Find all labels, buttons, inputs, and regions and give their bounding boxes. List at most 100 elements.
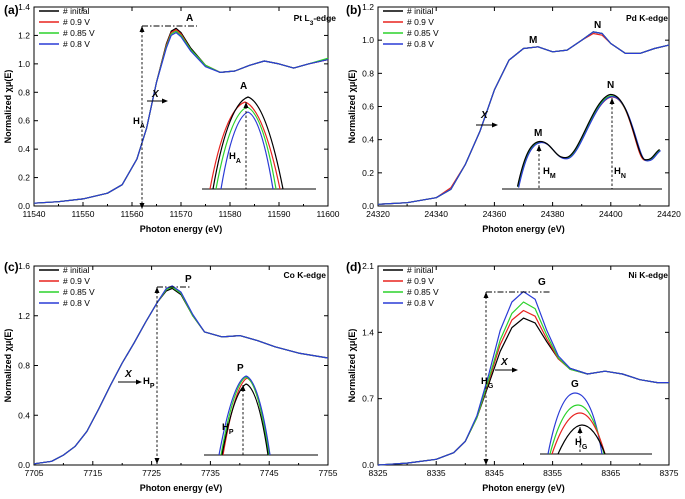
legend-a: # initial# 0.9 V# 0.85 V# 0.8 V: [39, 6, 95, 49]
inset-peak-m-b: M: [534, 128, 542, 139]
y-tick-label-a-1: 0.2: [18, 173, 30, 183]
legend-label-c-0: # initial: [63, 265, 90, 275]
panel-tag-d: (d): [346, 260, 361, 274]
x-tick-label-a-1: 11550: [71, 209, 94, 219]
panel-tag-a: (a): [4, 3, 19, 17]
axes-a: 11540 11550 11560 11570 11580 11590 11600 0.0 0.…: [3, 2, 340, 234]
inset-curve-initial-c: [221, 383, 269, 456]
annotation-height-arrow-up-c: [154, 287, 160, 293]
x-axis-title-c: Photon energy (eV): [140, 483, 223, 493]
legend-label-d-0: # initial: [407, 265, 434, 275]
axes-c: 7705 7715 7725 7735 7745 7755 0.0 0.4 0.8 1.2 1.6 P…: [3, 261, 338, 493]
x-tick-label-a-3: 11570: [169, 209, 192, 219]
series-line-c-1: [33, 286, 329, 465]
y-axis-title-d: Normalized χμ(E): [347, 329, 357, 403]
x-tick-label-a-0: 11540: [22, 209, 45, 219]
annotation-x-arrowhead-c: [136, 379, 142, 385]
x-tick-label-a-6: 11600: [316, 209, 339, 219]
series-line-c-2: [33, 286, 329, 465]
x-tick-label-a-2: 11560: [120, 209, 143, 219]
annotation-height-arrow-up-a: [139, 26, 145, 32]
annotation-x-c: X: [124, 369, 133, 380]
annotation-height-d-sub: G: [488, 383, 494, 390]
inset-height-n-arrow-b: [609, 98, 615, 104]
x-tick-label-b-4: 24400: [599, 209, 623, 219]
annotation-x-a: X: [151, 89, 160, 100]
legend-label-b-0: # initial: [407, 6, 434, 16]
annotation-height-arrow-down-c: [154, 458, 160, 464]
inset-curve-0.85V-c: [220, 376, 270, 456]
annotation-peak-m-b: M: [529, 35, 537, 46]
inset-height-a-main: H: [229, 151, 236, 162]
x-tick-label-c-2: 7725: [142, 468, 161, 478]
inset-height-m-b-sub: M: [550, 173, 556, 180]
x-tick-label-b-2: 24360: [483, 209, 507, 219]
series-group-d: [377, 291, 669, 466]
inset-curve-0.9V-d: [551, 412, 606, 455]
series-line-d-3: [377, 291, 669, 466]
legend-label-a-2: # 0.85 V: [63, 28, 95, 38]
x-tick-label-a-4: 11580: [218, 209, 241, 219]
legend-label-b-1: # 0.9 V: [407, 17, 434, 27]
panel-d: (d) 8325 8335 8345 8355 8365 8375 0.0 0.7 1.4 2.1…: [346, 260, 679, 493]
inset-height-n-b-main: H: [614, 166, 621, 177]
inset-height-m-b-main: H: [543, 166, 550, 177]
y-tick-label-d-2: 1.4: [362, 327, 374, 337]
edge-label-d: Ni K-edge: [628, 270, 668, 280]
x-tick-label-d-5: 8375: [660, 468, 679, 478]
y-tick-label-a-2: 0.4: [18, 144, 30, 154]
legend-label-a-0: # initial: [63, 6, 90, 16]
legend-label-d-2: # 0.85 V: [407, 287, 439, 297]
annotation-height-arrow-up-d: [483, 292, 489, 298]
y-tick-label-a-5: 1.0: [18, 59, 30, 69]
inset-height-a-sub: A: [236, 158, 241, 165]
y-tick-label-b-3: 0.6: [362, 102, 374, 112]
series-line-a-3: [33, 32, 329, 204]
inset-height-c-main: H: [222, 422, 229, 433]
series-line-a-1: [33, 29, 329, 204]
axes-d: 8325 8335 8345 8355 8365 8375 0.0 0.7 1.4 2.1 Phot…: [347, 261, 679, 493]
legend-label-a-1: # 0.9 V: [63, 17, 90, 27]
y-tick-label-b-5: 1.0: [362, 35, 374, 45]
inset-curve-0.8V-a: [220, 111, 274, 190]
y-tick-label-a-4: 0.8: [18, 87, 30, 97]
series-group-c: [33, 285, 329, 465]
y-tick-label-b-1: 0.2: [362, 168, 374, 178]
inset-height-c: HP: [222, 422, 234, 436]
inset-height-d-sub: G: [582, 444, 588, 451]
x-tick-label-a-5: 11590: [267, 209, 290, 219]
legend-b: # initial# 0.9 V# 0.85 V# 0.8 V: [383, 6, 439, 49]
inset-height-arrow-a: [243, 102, 249, 108]
series-group-a: [33, 27, 329, 204]
legend-label-b-2: # 0.85 V: [407, 28, 439, 38]
annotation-height-c: HP: [143, 376, 155, 390]
x-tick-label-b-3: 24380: [541, 209, 565, 219]
y-tick-label-d-0: 0.0: [362, 460, 374, 470]
annotation-height-a-main: H: [133, 116, 140, 127]
annotation-height-arrow-down-a: [139, 203, 145, 209]
annotation-peak-a: A: [186, 13, 193, 24]
x-tick-label-c-1: 7715: [83, 468, 102, 478]
panel-tag-b: (b): [346, 3, 361, 17]
inset-curve-initial-b: [516, 93, 660, 187]
legend-label-a-3: # 0.8 V: [63, 39, 90, 49]
annotation-height-arrow-down-d: [483, 459, 489, 465]
y-axis-title-b: Normalized χμ(E): [347, 70, 357, 144]
annotation-x-b: X: [480, 110, 489, 121]
y-tick-label-c-4: 1.6: [18, 261, 30, 271]
y-tick-label-c-2: 0.8: [18, 361, 30, 371]
series-line-c-0: [33, 287, 329, 465]
series-line-b-3: [377, 31, 670, 205]
series-line-c-3: [33, 285, 329, 465]
panel-a: (a) 11540 11550 11560 11570 11580 11590 11600 0…: [3, 2, 340, 234]
inset-a: A HA: [202, 81, 316, 190]
x-tick-label-b-5: 24420: [657, 209, 681, 219]
edge-label-c: Co K-edge: [284, 270, 327, 280]
legend-label-d-3: # 0.8 V: [407, 298, 434, 308]
x-axis-title-b: Photon energy (eV): [482, 224, 565, 234]
inset-peak-n-b: N: [607, 80, 614, 91]
annotation-x-arrowhead-a: [162, 98, 168, 104]
y-tick-label-c-1: 0.4: [18, 410, 30, 420]
annotation-height-d-main: H: [481, 376, 488, 387]
